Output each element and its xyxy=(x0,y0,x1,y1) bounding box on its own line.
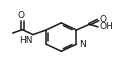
Text: O: O xyxy=(99,15,106,24)
Text: O: O xyxy=(18,11,25,20)
Text: OH: OH xyxy=(100,22,113,31)
Text: N: N xyxy=(79,40,86,49)
Text: HN: HN xyxy=(19,36,33,45)
